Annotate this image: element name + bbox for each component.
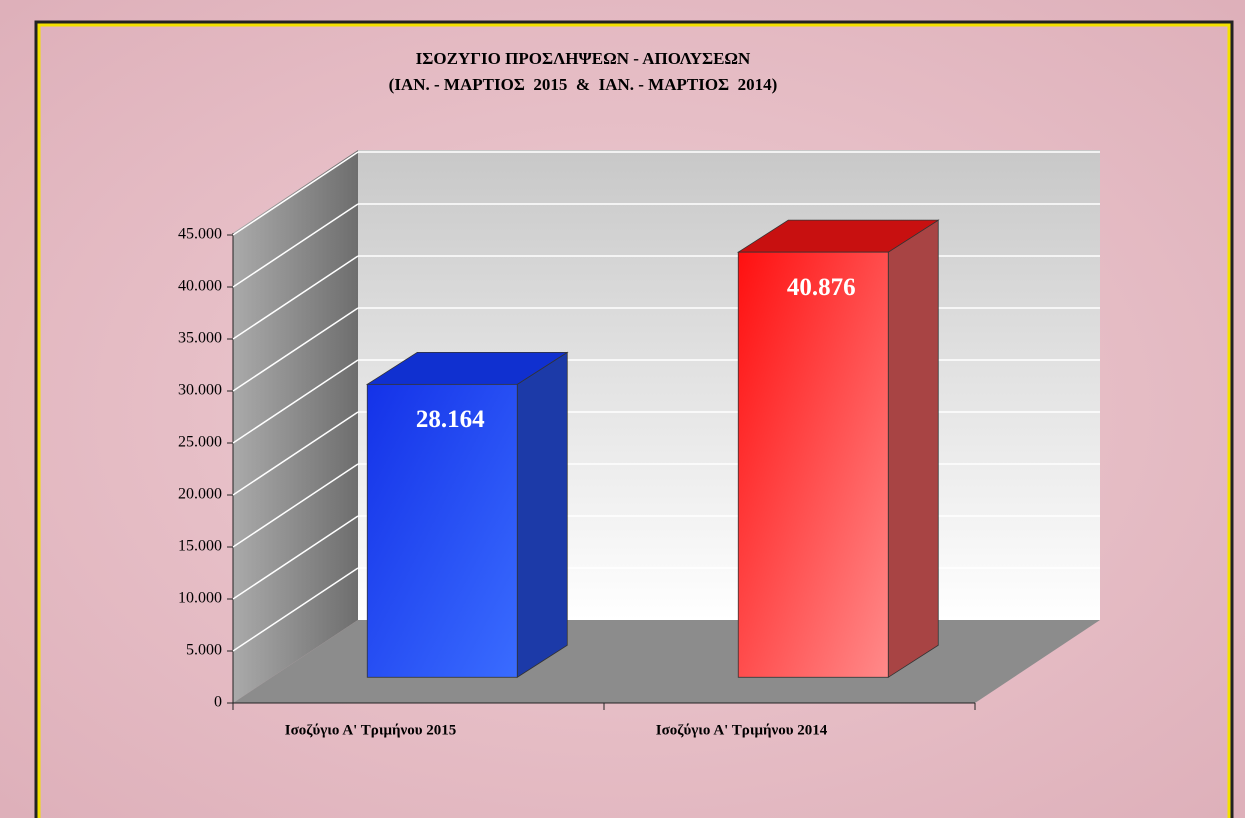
grid-line — [232, 463, 359, 548]
frame-outer — [34, 20, 1234, 818]
y-tick-label: 20.000 — [178, 486, 222, 503]
grid-line — [232, 411, 359, 496]
grid-line — [232, 203, 359, 288]
y-tick-label: 45.000 — [178, 226, 222, 243]
side-wall — [233, 150, 358, 703]
floor — [233, 620, 1100, 703]
y-tick-label: 40.000 — [178, 278, 222, 295]
data-label: 40.876 — [787, 274, 856, 301]
y-tick-label: 5.000 — [186, 642, 222, 659]
data-label: 28.164 — [416, 406, 485, 433]
bar — [737, 251, 889, 678]
y-tick-label: 0 — [214, 694, 222, 711]
grid-line — [232, 255, 359, 340]
grid-line — [232, 307, 359, 392]
bar-side — [516, 351, 568, 679]
chart-title: ΙΣΟΖΥΓΙΟ ΠΡΟΣΛΗΨΕΩΝ - ΑΠΟΛΥΣΕΩΝ — [416, 49, 751, 68]
y-tick-label: 35.000 — [178, 330, 222, 347]
x-tick-label: Ισοζύγιο Α' Τριμήνου 2015 — [285, 722, 457, 738]
x-tick-label: Ισοζύγιο Α' Τριμήνου 2014 — [656, 722, 828, 738]
grid-line — [232, 359, 359, 444]
frame — [37, 23, 1231, 818]
bar — [366, 383, 518, 678]
y-tick-label: 30.000 — [178, 382, 222, 399]
grid-line — [232, 567, 359, 652]
grid-line — [232, 151, 359, 236]
y-tick-label: 25.000 — [178, 434, 222, 451]
y-tick-label: 15.000 — [178, 538, 222, 555]
bar-side — [887, 219, 939, 679]
chart-subtitle: (ΙΑΝ. - ΜΑΡΤΙΟΣ 2015 & ΙΑΝ. - ΜΑΡΤΙΟΣ 20… — [389, 75, 778, 94]
grid-line — [232, 515, 359, 600]
y-tick-label: 10.000 — [178, 590, 222, 607]
